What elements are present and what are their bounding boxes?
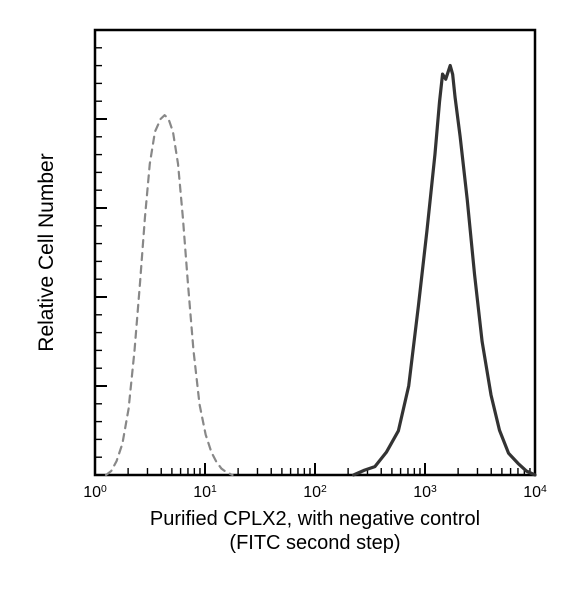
x-axis-sublabel: (FITC second step)	[229, 532, 400, 554]
flow-cytometry-histogram: 100101102103104Relative Cell NumberPurif…	[0, 0, 574, 597]
chart-container: 100101102103104Relative Cell NumberPurif…	[0, 0, 574, 597]
y-axis-label: Relative Cell Number	[35, 153, 58, 351]
x-axis-label: Purified CPLX2, with negative control	[150, 508, 480, 530]
